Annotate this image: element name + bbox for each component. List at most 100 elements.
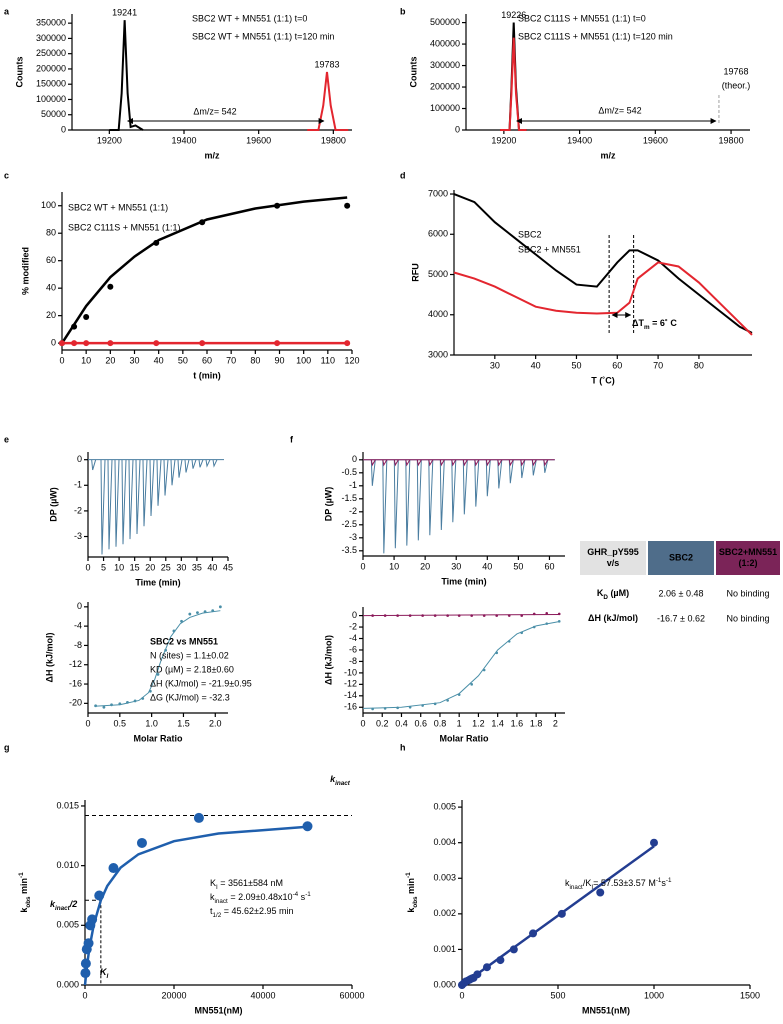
- data-point: [94, 890, 105, 901]
- y-tick-label: 0.002: [433, 908, 456, 918]
- data-point: [172, 629, 176, 633]
- y-tick-label: -8: [349, 656, 357, 666]
- data-point: [153, 239, 160, 246]
- data-point: [94, 704, 98, 708]
- injection-peak: [393, 459, 399, 467]
- x-tick-label: 50: [513, 561, 523, 571]
- x-tick-label: 40000: [250, 990, 275, 1000]
- x-axis-label: T (˚C): [591, 375, 615, 385]
- x-axis-label: MN551(nM): [582, 1005, 630, 1015]
- y-axis-label: % modified: [20, 247, 30, 295]
- x-tick-label: 30: [176, 562, 186, 572]
- y-tick-label: -0.5: [341, 467, 357, 477]
- text-part: inact: [55, 905, 71, 912]
- y-tick-label: 200000: [36, 63, 66, 73]
- text-part: k: [565, 878, 570, 888]
- y-tick-label: 0.015: [56, 800, 79, 810]
- injection-peak: [177, 459, 183, 478]
- data-point: [199, 340, 206, 347]
- injection-peak: [462, 459, 468, 515]
- legend-entry: SBC2 C111S + MN551 (1:1) t=120 min: [518, 31, 673, 41]
- injection-peak: [451, 459, 457, 467]
- y-axis-label: DP (µW): [48, 487, 58, 522]
- text-part: = 45.62±2.95 min: [221, 906, 293, 916]
- y-tick-label: 7000: [428, 188, 448, 198]
- panel-letter: c: [4, 170, 9, 180]
- annotation: ΔG (KJ/mol) = -32.3: [150, 692, 230, 702]
- annotation: KD (µM) = 2.18±0.60: [150, 664, 234, 674]
- x-tick-label: 35: [192, 562, 202, 572]
- text-part: K: [100, 967, 108, 977]
- text-part: -1: [405, 872, 412, 878]
- x-tick-label: 20000: [161, 990, 186, 1000]
- annotation: ΔH (KJ/mol) = -21.9±0.95: [150, 678, 252, 688]
- x-tick-label: 0: [360, 561, 365, 571]
- legend-entry: SBC2 C111S + MN551 (1:1) t=0: [518, 13, 646, 23]
- x-tick-label: 1.8: [530, 718, 543, 728]
- annotation: KI: [100, 967, 109, 980]
- x-tick-label: 1000: [644, 990, 664, 1000]
- data-point: [133, 699, 137, 703]
- data-point: [83, 340, 90, 347]
- x-tick-label: 100: [296, 355, 311, 365]
- y-tick-label: 100000: [430, 103, 460, 113]
- x-axis-label: Molar Ratio: [133, 733, 183, 743]
- data-point: [136, 837, 147, 848]
- injection-peak: [474, 459, 480, 507]
- injection-peak: [531, 459, 537, 476]
- text-part: obs: [25, 896, 32, 908]
- data-point: [80, 968, 91, 979]
- legend-entry: SBC2 + MN551: [518, 244, 581, 254]
- x-tick-label: 80: [250, 355, 260, 365]
- y-tick-label: -2.5: [341, 519, 357, 529]
- text-part: s: [298, 892, 306, 902]
- x-tick-label: 19400: [567, 135, 592, 145]
- data-point: [507, 640, 511, 643]
- x-tick-label: 0: [85, 562, 90, 572]
- x-tick-label: 19200: [491, 135, 516, 145]
- data-point: [473, 970, 482, 979]
- x-tick-label: 20: [105, 355, 115, 365]
- y-tick-label: -2: [74, 505, 82, 515]
- data-point: [153, 340, 160, 347]
- y-tick-label: 3000: [428, 349, 448, 359]
- series-line: [500, 37, 527, 131]
- y-tick-label: -4: [74, 621, 82, 631]
- injection-peak: [121, 459, 127, 545]
- injection-peak: [149, 459, 155, 517]
- injection-peak: [520, 459, 526, 467]
- data-point: [218, 605, 222, 609]
- peak-label: 19226: [501, 10, 526, 20]
- data-point: [118, 702, 122, 706]
- data-point: [87, 914, 98, 925]
- text-part: -1: [18, 872, 25, 878]
- y-tick-label: 0: [51, 338, 56, 348]
- x-tick-label: 0.2: [376, 718, 389, 728]
- data-point: [110, 703, 113, 707]
- peak-label: 19783: [314, 59, 339, 69]
- series-line: [453, 261, 753, 336]
- table-header-text: (1:2): [738, 558, 757, 568]
- legend-entry: SBC2: [518, 229, 542, 239]
- x-axis-label: t (min): [193, 370, 221, 380]
- panel-letter: e: [4, 434, 9, 444]
- text-part: /2: [69, 899, 78, 909]
- x-tick-label: 19400: [171, 135, 196, 145]
- y-tick-label: 0: [77, 601, 82, 611]
- injection-peak: [508, 459, 514, 484]
- y-tick-label: 4000: [428, 309, 448, 319]
- y-tick-label: 100000: [36, 94, 66, 104]
- table-header-text: SBC2+MN551: [719, 547, 777, 557]
- y-tick-label: -1: [349, 480, 357, 490]
- table-cell: ΔH (kJ/mol): [588, 613, 638, 623]
- x-tick-label: 70: [653, 360, 663, 370]
- injection-peak: [462, 459, 468, 467]
- x-tick-label: 90: [274, 355, 284, 365]
- data-point: [108, 863, 119, 874]
- y-tick-label: -1.5: [341, 493, 357, 503]
- data-point: [421, 704, 424, 707]
- table-header-text: v/s: [607, 558, 620, 568]
- reference-label: 19768: [723, 66, 748, 76]
- text-part: = 2.09±0.48x10: [228, 892, 293, 902]
- data-point: [83, 314, 90, 321]
